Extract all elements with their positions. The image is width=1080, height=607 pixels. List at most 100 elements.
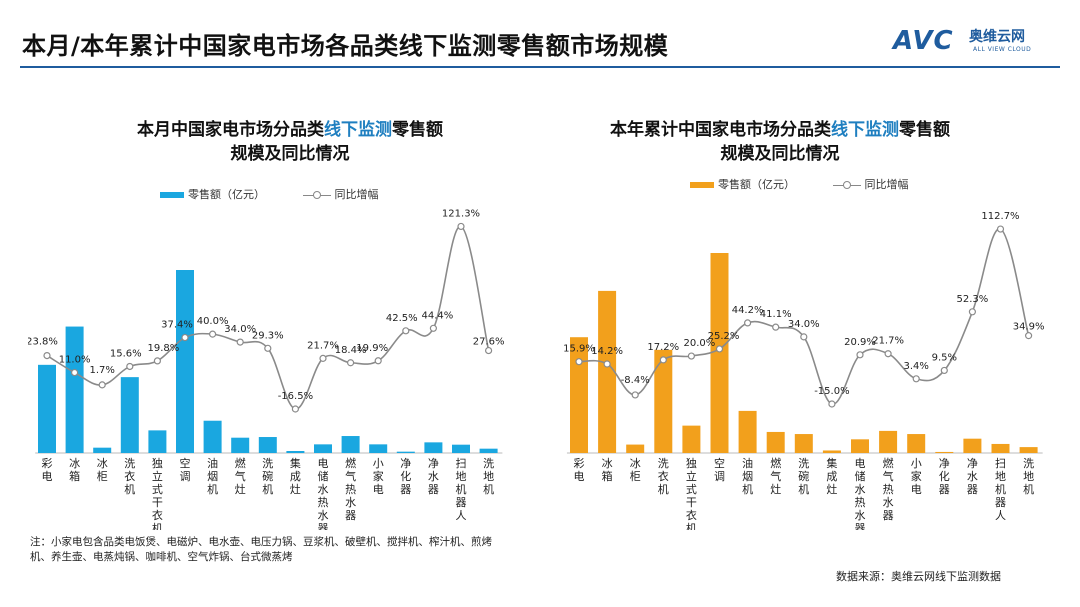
ytd-chart-legend: 零售额（亿元） 同比增幅 [690, 176, 943, 192]
category-label: 冰柜 [630, 457, 641, 483]
growth-label: 21.7% [307, 340, 339, 351]
category-label: 洗地机 [1023, 457, 1034, 496]
bar-冰柜 [93, 447, 112, 453]
growth-label: 19.8% [148, 343, 180, 354]
growth-point-洗地机 [1025, 332, 1033, 340]
growth-point-净化器 [402, 327, 410, 335]
growth-label: 34.0% [788, 319, 820, 330]
category-label: 空调 [714, 456, 725, 483]
growth-point-冰柜 [98, 381, 106, 389]
category-label: 冰箱 [69, 457, 80, 483]
category-label: 彩电 [42, 457, 53, 483]
bar-油烟机 [203, 420, 222, 453]
logo-en-name: ALL VIEW CLOUD [973, 46, 1032, 53]
bar-洗地机 [479, 448, 498, 453]
growth-label: 52.3% [957, 294, 989, 305]
growth-point-油烟机 [744, 319, 752, 327]
growth-label: 15.6% [110, 348, 142, 359]
bar-彩电 [38, 364, 56, 453]
growth-point-彩电 [43, 352, 51, 360]
bar-冰柜 [626, 444, 645, 453]
growth-label: 27.6% [473, 337, 505, 348]
logo-cn-name: 奥维云网 [969, 29, 1025, 45]
category-label: 洗地机 [483, 457, 494, 496]
page-title: 本月/本年累计中国家电市场各品类线下监测零售额市场规模 [22, 32, 669, 60]
bar-净化器 [396, 451, 415, 453]
growth-label: 20.9% [844, 337, 876, 348]
growth-label: -15.0% [814, 386, 849, 397]
bar-冰箱 [65, 326, 84, 453]
growth-label: 9.5% [932, 352, 957, 363]
header-divider [20, 66, 1060, 68]
growth-label: 17.2% [647, 342, 679, 353]
growth-label: -8.4% [621, 375, 650, 386]
growth-label: 1.7% [89, 365, 114, 376]
bar-小家电 [369, 444, 388, 453]
bar-电储水热水器 [314, 444, 332, 453]
growth-point-集成灶 [291, 405, 299, 413]
growth-point-独立式干衣机 [687, 352, 695, 360]
growth-point-小家电 [374, 357, 382, 365]
growth-label: 41.1% [760, 309, 792, 320]
legend-line-label: 同比增幅 [334, 188, 379, 201]
category-label: 独立式干衣机 [686, 457, 697, 530]
category-label: 扫地机器人 [456, 457, 467, 522]
category-label: 洗碗机 [262, 457, 273, 496]
growth-point-洗地机 [485, 346, 493, 355]
growth-line [578, 228, 1030, 405]
growth-label: -16.5% [278, 391, 313, 402]
bar-洗碗机 [258, 437, 277, 453]
bar-净水器 [963, 438, 982, 453]
growth-point-油烟机 [209, 330, 217, 338]
bar-扫地机器人 [452, 444, 470, 453]
growth-label: 44.4% [422, 310, 454, 321]
bar-油烟机 [738, 410, 757, 453]
category-label: 燃气热水器 [883, 456, 894, 522]
category-label: 扫地机器人 [995, 457, 1006, 522]
bar-洗衣机 [654, 349, 673, 453]
growth-point-洗碗机 [800, 333, 808, 341]
growth-point-独立式干衣机 [153, 357, 161, 365]
category-label: 油烟机 [207, 456, 218, 496]
monthly-chart-legend: 零售额（亿元） 同比增幅 [160, 186, 413, 202]
growth-point-洗衣机 [659, 356, 667, 364]
bar-小家电 [907, 434, 926, 453]
category-label: 冰柜 [97, 457, 108, 483]
bar-集成灶 [822, 450, 841, 453]
growth-point-小家电 [912, 375, 920, 383]
growth-label: 11.0% [59, 355, 91, 366]
category-label: 燃气热水器 [345, 456, 356, 522]
growth-point-集成灶 [828, 400, 836, 408]
bar-洗碗机 [794, 434, 813, 453]
growth-label: 25.2% [708, 331, 740, 342]
category-label: 洗衣机 [658, 457, 669, 496]
growth-label: 29.3% [252, 330, 284, 341]
growth-point-空调 [181, 333, 189, 342]
growth-label: 44.2% [732, 305, 764, 316]
growth-point-净化器 [940, 366, 948, 375]
category-label: 集成灶 [826, 456, 837, 496]
legend-bar-label: 零售额（亿元） [188, 188, 265, 201]
data-source: 数据来源：奥维云网线下监测数据 [836, 570, 1001, 583]
category-label: 油烟机 [742, 456, 753, 496]
ytd-chart-title: 本年累计中国家电市场分品类线下监测零售额 规模及同比情况 [610, 120, 950, 164]
growth-label: 23.8% [28, 337, 58, 348]
growth-point-电储水热水器 [856, 351, 864, 359]
bar-洗地机 [1019, 447, 1038, 453]
bar-独立式干衣机 [682, 425, 701, 453]
growth-point-冰箱 [70, 368, 79, 377]
growth-point-空调 [715, 345, 724, 353]
legend-line-label: 同比增幅 [864, 178, 909, 191]
category-label: 净水器 [428, 456, 439, 496]
category-label: 电储水热水器 [318, 457, 329, 530]
category-label: 净水器 [967, 456, 978, 496]
category-label: 小家电 [911, 457, 922, 496]
growth-label: 34.0% [224, 324, 256, 335]
growth-point-燃气灶 [772, 323, 780, 331]
bar-净水器 [424, 442, 443, 453]
bar-独立式干衣机 [148, 430, 167, 453]
growth-label: 34.9% [1013, 322, 1045, 333]
growth-point-扫地机器人 [457, 222, 465, 231]
growth-label: 18.4% [335, 345, 367, 356]
